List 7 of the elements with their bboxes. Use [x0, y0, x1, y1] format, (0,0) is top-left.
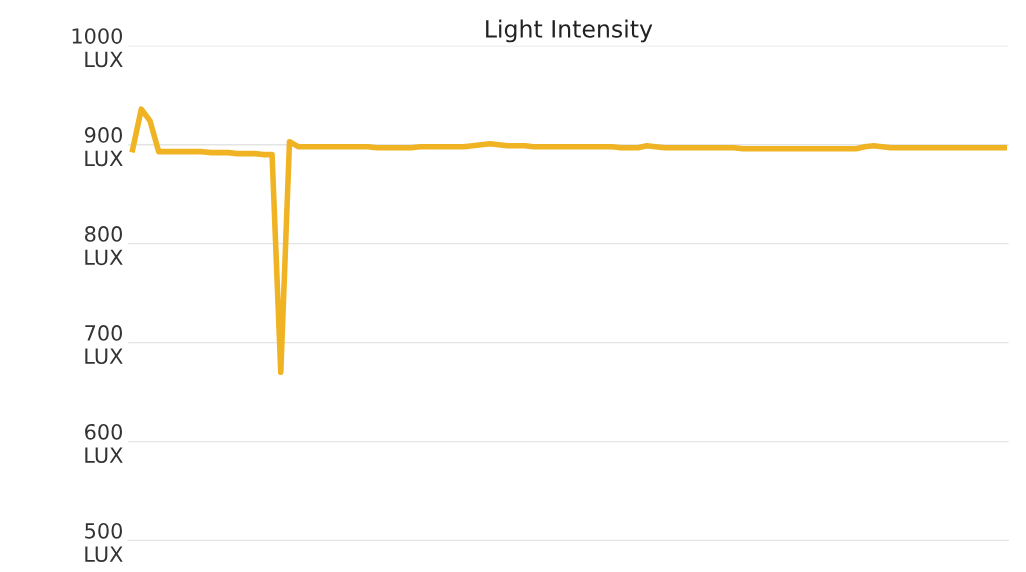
y-tick-label: 1000 LUX	[72, 28, 123, 68]
y-tick-label: 700 LUX	[85, 325, 123, 365]
y-tick-label: 900 LUX	[84, 127, 123, 167]
y-tick-label: 800 LUX	[85, 226, 123, 266]
chart-title: Light Intensity	[486, 19, 653, 43]
y-tick-label: 500 LUX	[85, 522, 123, 562]
y-tick-label: 600 LUX	[85, 423, 123, 464]
